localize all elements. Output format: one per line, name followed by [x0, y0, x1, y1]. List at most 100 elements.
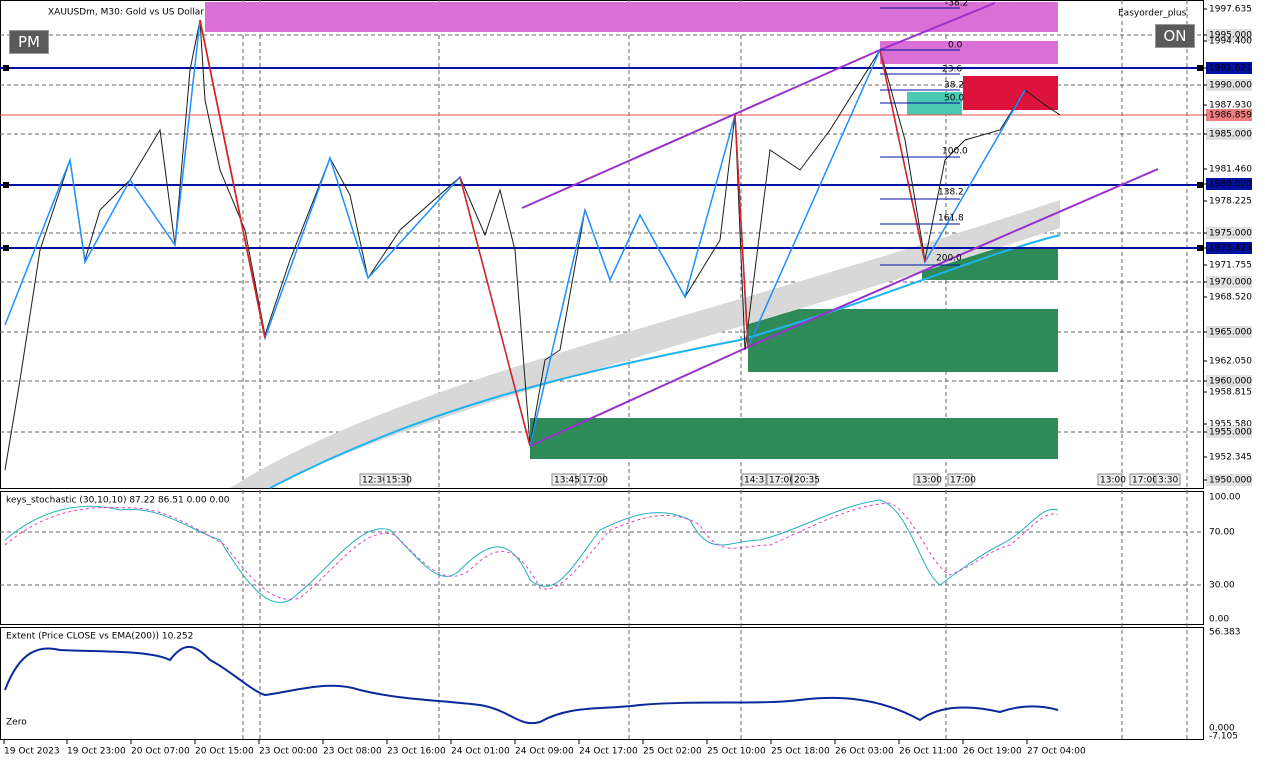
- time-marker-bg: [913, 473, 939, 486]
- zones: [205, 2, 1058, 459]
- on-button[interactable]: ON: [1155, 24, 1195, 48]
- time-marker-bg: [383, 473, 409, 486]
- price-label-bg: [1206, 128, 1252, 140]
- price-label: 1981.460: [1209, 165, 1252, 175]
- fib-label: 0.0: [948, 41, 963, 51]
- time-marker: 17:00: [1132, 476, 1158, 486]
- levels: [0, 65, 1203, 251]
- time-marker-bg: [1155, 473, 1181, 486]
- price-label: 1991.621: [1209, 64, 1252, 74]
- time-marker: 12:30: [362, 476, 388, 486]
- price-label: 1995.000: [1209, 31, 1252, 41]
- zigzag: [4, 19, 1026, 447]
- time-label: 25 Oct 02:00: [643, 747, 702, 757]
- price-label: 1971.755: [1209, 261, 1252, 271]
- time-label: 27 Oct 04:00: [1027, 747, 1086, 757]
- time-marker: 17:00: [769, 476, 795, 486]
- time-marker: 17:00: [950, 476, 976, 486]
- time-label: 24 Oct 17:00: [579, 747, 638, 757]
- price-label: 1962.050: [1209, 357, 1252, 367]
- fib-label: 50.0: [944, 94, 964, 104]
- time-marker: 20:35: [794, 476, 820, 486]
- fib-lines: [880, 7, 960, 266]
- time-marker-bg: [551, 473, 577, 486]
- price-label-bg: [1206, 29, 1252, 41]
- price-label: 1952.345: [1209, 453, 1252, 463]
- time-label: 26 Oct 19:00: [963, 747, 1022, 757]
- stoch-axis-label: 0.00: [1209, 615, 1229, 625]
- ea-name: Easyorder_plus: [1118, 9, 1187, 19]
- ema: [269, 234, 1061, 489]
- time-label: 23 Oct 16:00: [387, 747, 446, 757]
- stoch-frame: [0, 491, 1204, 625]
- fib-label: 138.2: [938, 188, 964, 198]
- price-label: 1986.859: [1209, 111, 1252, 121]
- price-label-bg: [1206, 62, 1252, 74]
- price-label-bg: [1206, 326, 1252, 338]
- price-label-bg: [1206, 474, 1252, 486]
- stoch-main: [4, 499, 1059, 603]
- price-label: 1990.000: [1209, 81, 1252, 91]
- pm-button[interactable]: PM: [9, 30, 49, 54]
- price-label: 1980.000: [1209, 180, 1252, 190]
- price-label-bg: [1206, 426, 1252, 438]
- price-label: 1978.225: [1209, 197, 1252, 207]
- symbol-title: XAUUSDm, M30: Gold vs US Dollar: [48, 8, 204, 18]
- price-label: 1997.635: [1209, 5, 1252, 15]
- price-label: 1950.000: [1209, 476, 1252, 486]
- price-label: 1985.000: [1209, 130, 1252, 140]
- price-label: 1965.000: [1209, 328, 1252, 338]
- time-marker-bg: [1097, 473, 1123, 486]
- time-label: 20 Oct 15:00: [195, 747, 254, 757]
- price-label: 1994.400: [1209, 37, 1252, 47]
- price-label: 1955.580: [1209, 420, 1252, 430]
- price-label: 1987.930: [1209, 101, 1252, 111]
- stoch-axis-label: 70.00: [1209, 528, 1235, 538]
- price-label-bg: [1206, 178, 1252, 190]
- fib-label: -38.2: [945, 0, 968, 9]
- time-marker: 13:00: [916, 476, 942, 486]
- fib-label: 23.6: [942, 65, 962, 75]
- time-marker: 14:3: [744, 476, 764, 486]
- price-label-bg: [1206, 109, 1252, 121]
- extent-label: Extent (Price CLOSE vs EMA(200)) 10.252: [6, 632, 193, 642]
- price-label-bg: [1206, 79, 1252, 91]
- time-marker-bg: [579, 473, 605, 486]
- time-marker: 15:30: [386, 476, 412, 486]
- time-marker-bg: [766, 473, 792, 486]
- price-label-bg: [1206, 227, 1252, 239]
- fib-label: 38.2: [944, 81, 964, 91]
- time-marker: 13:45: [554, 476, 580, 486]
- time-label: 26 Oct 03:00: [835, 747, 894, 757]
- time-marker-bg: [791, 473, 817, 486]
- extent-axis-label: -7.105: [1209, 732, 1238, 742]
- stoch-axis-label: 30.00: [1209, 581, 1235, 591]
- price-path: [4, 19, 1061, 471]
- time-marker: 17:00: [582, 476, 608, 486]
- time-marker-bg: [1129, 473, 1155, 486]
- price-label: 1973.423: [1209, 244, 1252, 254]
- time-label: 19 Oct 23:00: [67, 747, 126, 757]
- extent-line: [4, 645, 1059, 725]
- time-label: 19 Oct 2023: [4, 747, 60, 757]
- price-label-bg: [1206, 375, 1252, 387]
- zero-label: Zero: [6, 718, 27, 728]
- extent-axis-label: 56.383: [1209, 628, 1241, 638]
- price-label: 1975.000: [1209, 229, 1252, 239]
- price-label: 1958.815: [1209, 388, 1252, 398]
- time-label: 20 Oct 07:00: [131, 747, 190, 757]
- fib-label: 200.0: [936, 254, 962, 264]
- price-label: 1970.000: [1209, 278, 1252, 288]
- time-marker-bg: [741, 473, 767, 486]
- time-label: 24 Oct 01:00: [451, 747, 510, 757]
- main-frame: [0, 0, 1204, 489]
- price-label-bg: [1206, 242, 1252, 254]
- price-label: 1968.520: [1209, 293, 1252, 303]
- price-label-bg: [1206, 276, 1252, 288]
- stoch-label: keys_stochastic (30,10,10) 87.22 86.51 0…: [6, 496, 230, 506]
- time-label: 23 Oct 00:00: [259, 747, 318, 757]
- time-marker: 13:00: [1100, 476, 1126, 486]
- fib-label: 100.0: [942, 147, 968, 157]
